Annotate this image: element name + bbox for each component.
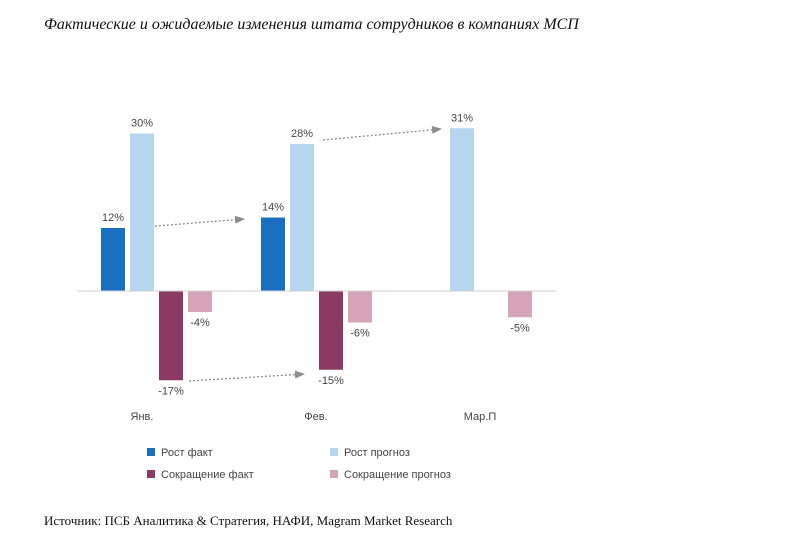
legend-label-сокращение-факт: Сокращение факт bbox=[161, 469, 254, 481]
x-tick-label-3: Мар.П bbox=[464, 411, 497, 423]
data-label-рост-прогноз-2: 28% bbox=[291, 128, 313, 140]
bar-сокращение-факт-1 bbox=[159, 291, 183, 381]
bar-сокращение-прогноз-2 bbox=[348, 291, 372, 323]
legend-swatch-рост-прогноз bbox=[330, 448, 338, 456]
data-label-сокращение-прогноз-2: -6% bbox=[350, 328, 370, 340]
chart-title: Фактические и ожидаемые изменения штата … bbox=[44, 16, 579, 33]
legend-label-сокращение-прогноз: Сокращение прогноз bbox=[344, 469, 451, 481]
bar-рост-факт-2 bbox=[261, 217, 285, 291]
data-label-рост-факт-1: 12% bbox=[102, 212, 124, 224]
data-label-сокращение-прогноз-3: -5% bbox=[510, 322, 530, 334]
data-label-сокращение-факт-1: -17% bbox=[158, 385, 184, 397]
bar-рост-прогноз-1 bbox=[130, 133, 154, 291]
source-note: Источник: ПСБ Аналитика & Стратегия, НАФ… bbox=[44, 513, 453, 528]
trend-arrow-2 bbox=[322, 125, 442, 141]
bar-рост-прогноз-2 bbox=[290, 144, 314, 291]
data-label-сокращение-факт-2: -15% bbox=[318, 375, 344, 387]
x-tick-label-2: Фев. bbox=[304, 411, 327, 423]
legend-label-рост-прогноз: Рост прогноз bbox=[344, 447, 410, 459]
legend-swatch-сокращение-прогноз bbox=[330, 470, 338, 478]
legend-swatch-рост-факт bbox=[147, 448, 155, 456]
bar-сокращение-факт-2 bbox=[319, 291, 343, 370]
legend-label-рост-факт: Рост факт bbox=[161, 447, 213, 459]
trend-arrow-1 bbox=[130, 215, 245, 229]
data-label-рост-прогноз-1: 30% bbox=[131, 118, 153, 130]
bar-рост-факт-1 bbox=[101, 228, 125, 291]
x-tick-label-1: Янв. bbox=[131, 411, 154, 423]
bar-сокращение-прогноз-3 bbox=[508, 291, 532, 318]
data-label-сокращение-прогноз-1: -4% bbox=[190, 317, 210, 329]
legend-swatch-сокращение-факт bbox=[147, 470, 155, 478]
trend-arrow-3 bbox=[188, 370, 305, 382]
data-label-рост-прогноз-3: 31% bbox=[451, 112, 473, 124]
bar-рост-прогноз-3 bbox=[450, 128, 474, 291]
bar-сокращение-прогноз-1 bbox=[188, 291, 212, 312]
data-label-рост-факт-2: 14% bbox=[262, 202, 284, 214]
